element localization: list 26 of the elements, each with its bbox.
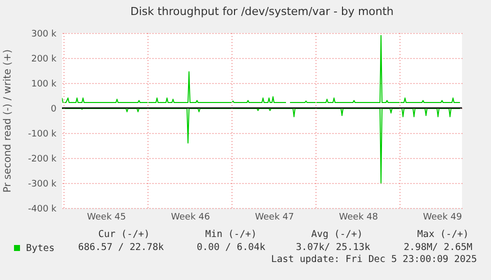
legend-label: Bytes xyxy=(26,243,55,254)
y-tick-label: 200 k xyxy=(31,54,58,64)
y-tick-label: -300 k xyxy=(28,180,58,190)
x-tick-label: Week 47 xyxy=(255,212,294,222)
y-axis-title: Pr second read (-) / write (+) xyxy=(2,49,14,193)
line-series xyxy=(62,108,460,184)
x-tick-label: Week 46 xyxy=(171,212,210,222)
y-tick-label: -100 k xyxy=(28,130,58,140)
chart-title: Disk throughput for /dev/system/var - by month xyxy=(130,5,394,18)
y-tick-label: 100 k xyxy=(31,80,58,90)
text: Max (-/+) xyxy=(417,229,469,240)
text: 3.07k/ 25.13k xyxy=(296,242,370,253)
text: Min (-/+) xyxy=(205,229,257,240)
x-tick-label: Week 49 xyxy=(423,212,462,222)
text: 2.98M/ 2.65M xyxy=(404,242,473,253)
text: 0.00 / 6.04k xyxy=(196,242,266,253)
y-tick-label: 300 k xyxy=(31,30,58,40)
x-tick-label: Week 45 xyxy=(87,212,126,222)
text: Avg (-/+) xyxy=(311,229,363,240)
text: Last update: Fri Dec 5 23:00:09 2025 xyxy=(271,254,477,265)
y-tick-label: -400 k xyxy=(28,204,58,214)
y-tick-label: 0 xyxy=(50,104,57,114)
text: 686.57 / 22.78k xyxy=(78,242,164,253)
x-tick-label: Week 48 xyxy=(339,212,378,222)
text: Cur (-/+) xyxy=(98,229,150,240)
y-tick-label: -200 k xyxy=(28,154,58,164)
